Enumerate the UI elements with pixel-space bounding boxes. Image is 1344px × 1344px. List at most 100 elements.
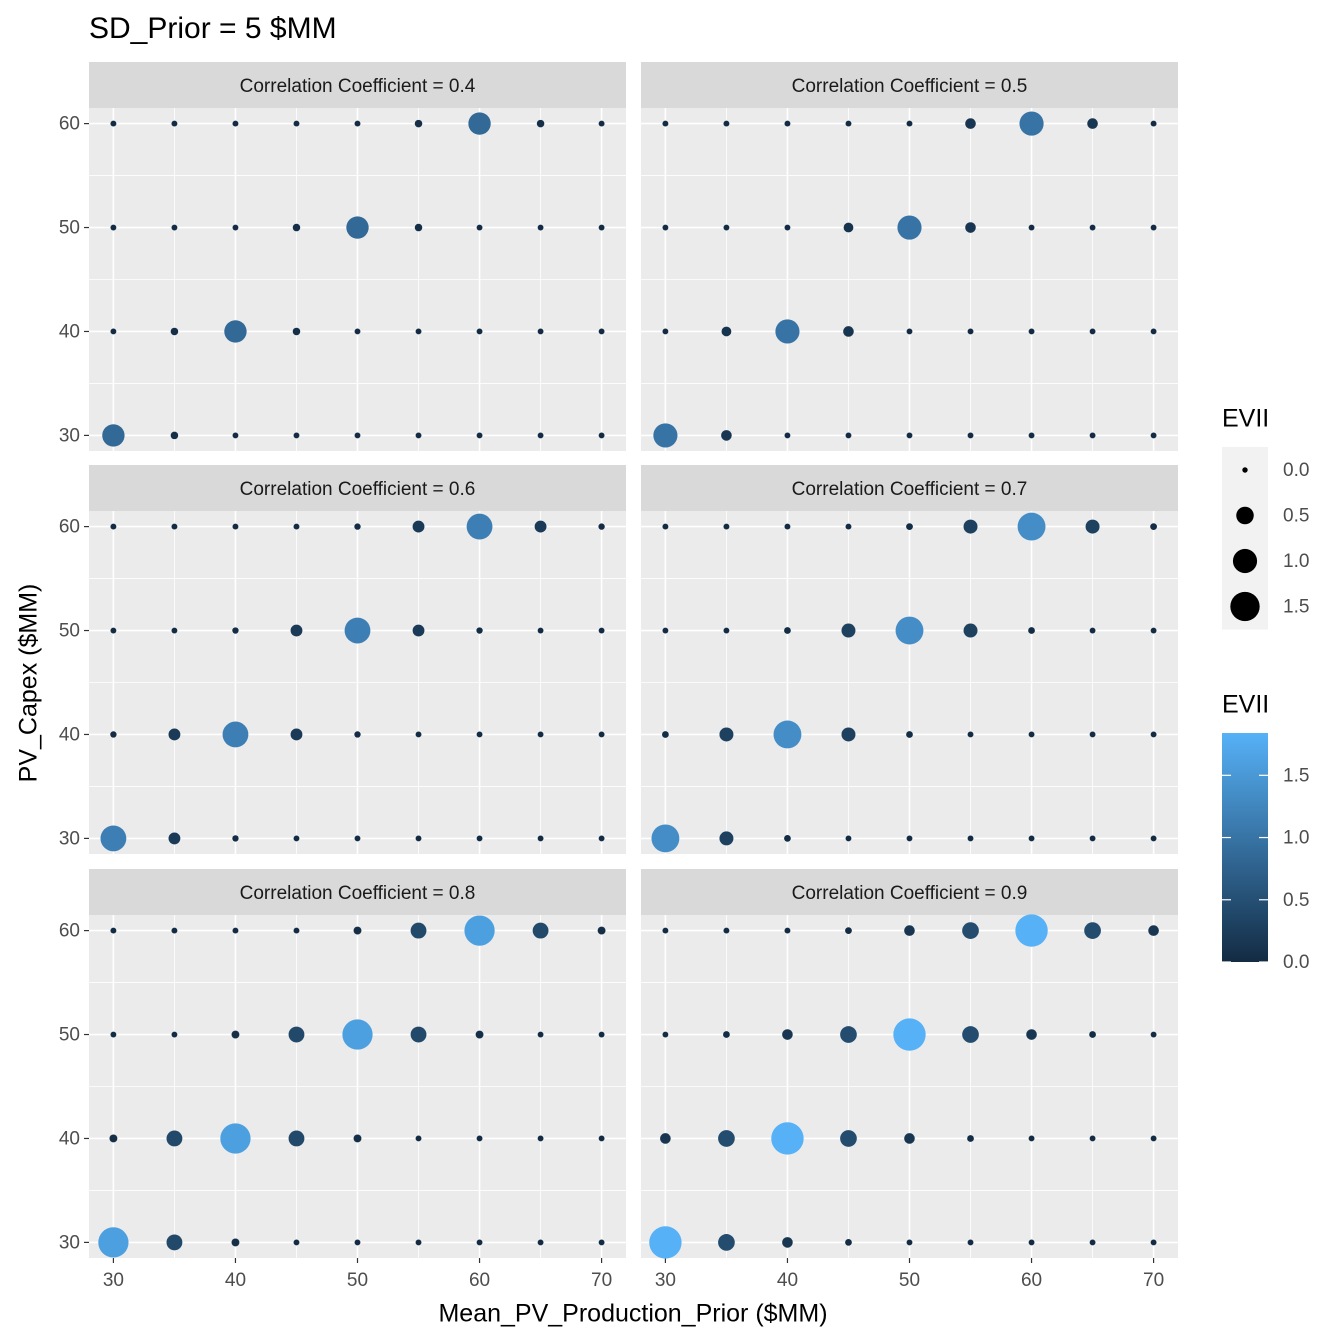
point <box>222 721 249 748</box>
point <box>415 1239 422 1246</box>
point <box>1085 519 1100 534</box>
point <box>232 927 239 934</box>
point <box>845 927 852 934</box>
y-tick-label: 30 <box>59 1232 80 1253</box>
point <box>845 120 852 127</box>
point <box>598 1135 605 1142</box>
y-tick-label: 50 <box>59 621 80 642</box>
point <box>893 1018 926 1051</box>
panel-title: Correlation Coefficient = 0.7 <box>792 479 1028 500</box>
point <box>967 1135 974 1142</box>
point <box>110 328 117 335</box>
point <box>1150 120 1157 127</box>
point <box>967 328 974 335</box>
x-tick-label: 40 <box>777 1270 798 1291</box>
point <box>723 120 730 127</box>
point <box>906 731 913 738</box>
point <box>166 1130 183 1147</box>
point <box>784 927 791 934</box>
point <box>1150 1239 1157 1246</box>
y-tick-label: 60 <box>59 921 80 942</box>
point <box>773 720 802 749</box>
point <box>293 523 300 530</box>
point <box>109 1134 118 1143</box>
size-legend-title: EVII <box>1222 405 1269 433</box>
point <box>1028 1239 1035 1246</box>
point <box>232 835 239 842</box>
point <box>292 327 301 336</box>
colorbar-label: 1.5 <box>1283 765 1309 786</box>
point <box>110 523 117 530</box>
point <box>1028 224 1035 231</box>
point <box>784 627 791 634</box>
point <box>476 328 483 335</box>
point <box>843 222 854 233</box>
point <box>723 224 730 231</box>
point <box>224 320 247 343</box>
y-tick-label: 50 <box>59 218 80 239</box>
legend-label: 1.5 <box>1283 597 1309 618</box>
point <box>1089 835 1096 842</box>
point <box>110 224 117 231</box>
point <box>782 1029 793 1040</box>
panel-title: Correlation Coefficient = 0.6 <box>240 479 476 500</box>
point <box>537 627 544 634</box>
point <box>110 927 117 934</box>
point <box>597 926 606 935</box>
y-tick-label: 30 <box>59 425 80 446</box>
point <box>110 627 117 634</box>
point <box>906 835 913 842</box>
point <box>354 731 361 738</box>
point <box>1150 835 1157 842</box>
point <box>784 432 791 439</box>
x-tick-label: 60 <box>469 1270 490 1291</box>
point <box>534 520 547 533</box>
point <box>293 1239 300 1246</box>
point <box>476 731 483 738</box>
point <box>232 523 239 530</box>
point <box>171 1031 178 1038</box>
point <box>840 1130 857 1147</box>
strip <box>641 62 1178 108</box>
point <box>904 1133 915 1144</box>
point <box>171 120 178 127</box>
point <box>962 922 979 939</box>
point <box>782 1237 793 1248</box>
point <box>1150 328 1157 335</box>
point <box>1089 1239 1096 1246</box>
x-tick-label: 40 <box>225 1270 246 1291</box>
point <box>719 727 734 742</box>
point <box>415 1135 422 1142</box>
x-tick-label: 60 <box>1021 1270 1042 1291</box>
colorbar-label: 0.0 <box>1283 952 1309 973</box>
point <box>843 326 854 337</box>
point <box>784 224 791 231</box>
point <box>1084 922 1101 939</box>
legend-label: 1.0 <box>1283 551 1309 572</box>
point <box>653 423 678 448</box>
point <box>342 1019 373 1050</box>
point <box>466 513 493 540</box>
point <box>598 731 605 738</box>
point <box>967 835 974 842</box>
point <box>719 831 734 846</box>
strip <box>89 62 626 108</box>
point <box>897 215 922 240</box>
point <box>1150 523 1157 530</box>
point <box>1028 731 1035 738</box>
point <box>906 432 913 439</box>
point <box>962 1026 979 1043</box>
legend-label: 0.5 <box>1283 506 1309 527</box>
point <box>354 328 361 335</box>
point <box>410 922 427 939</box>
x-axis-label: Mean_PV_Production_Prior ($MM) <box>438 1300 827 1328</box>
x-tick-label: 50 <box>347 1270 368 1291</box>
x-tick-label: 30 <box>103 1270 124 1291</box>
point <box>1087 118 1098 129</box>
point <box>414 119 423 128</box>
point <box>963 519 978 534</box>
panel-title: Correlation Coefficient = 0.9 <box>792 883 1028 904</box>
point <box>293 835 300 842</box>
point <box>895 616 924 645</box>
point <box>537 432 544 439</box>
